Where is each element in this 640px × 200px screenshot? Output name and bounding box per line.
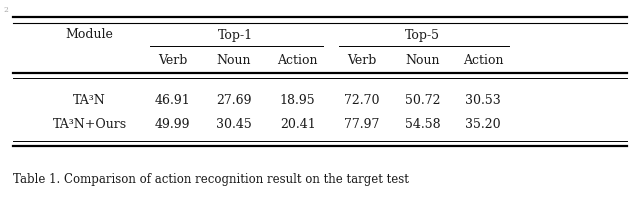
Text: 30.45: 30.45 — [216, 117, 252, 130]
Text: Verb: Verb — [158, 54, 188, 68]
Text: Action: Action — [277, 54, 318, 68]
Text: 35.20: 35.20 — [465, 117, 501, 130]
Text: 30.53: 30.53 — [465, 94, 501, 106]
Text: TA³N: TA³N — [73, 94, 106, 106]
Text: 18.95: 18.95 — [280, 94, 316, 106]
Text: Top-1: Top-1 — [218, 28, 253, 42]
Text: Noun: Noun — [216, 54, 251, 68]
Text: Noun: Noun — [405, 54, 440, 68]
Text: Action: Action — [463, 54, 504, 68]
Text: Table 1. Comparison of action recognition result on the target test: Table 1. Comparison of action recognitio… — [13, 173, 409, 186]
Text: Module: Module — [66, 28, 113, 42]
Text: Verb: Verb — [347, 54, 376, 68]
Text: 2: 2 — [3, 6, 8, 14]
Text: 72.70: 72.70 — [344, 94, 380, 106]
Text: 50.72: 50.72 — [404, 94, 440, 106]
Text: 27.69: 27.69 — [216, 94, 252, 106]
Text: 54.58: 54.58 — [404, 117, 440, 130]
Text: Top-5: Top-5 — [405, 28, 440, 42]
Text: 77.97: 77.97 — [344, 117, 380, 130]
Text: TA³N+Ours: TA³N+Ours — [52, 117, 127, 130]
Text: 49.99: 49.99 — [155, 117, 191, 130]
Text: 46.91: 46.91 — [155, 94, 191, 106]
Text: 20.41: 20.41 — [280, 117, 316, 130]
